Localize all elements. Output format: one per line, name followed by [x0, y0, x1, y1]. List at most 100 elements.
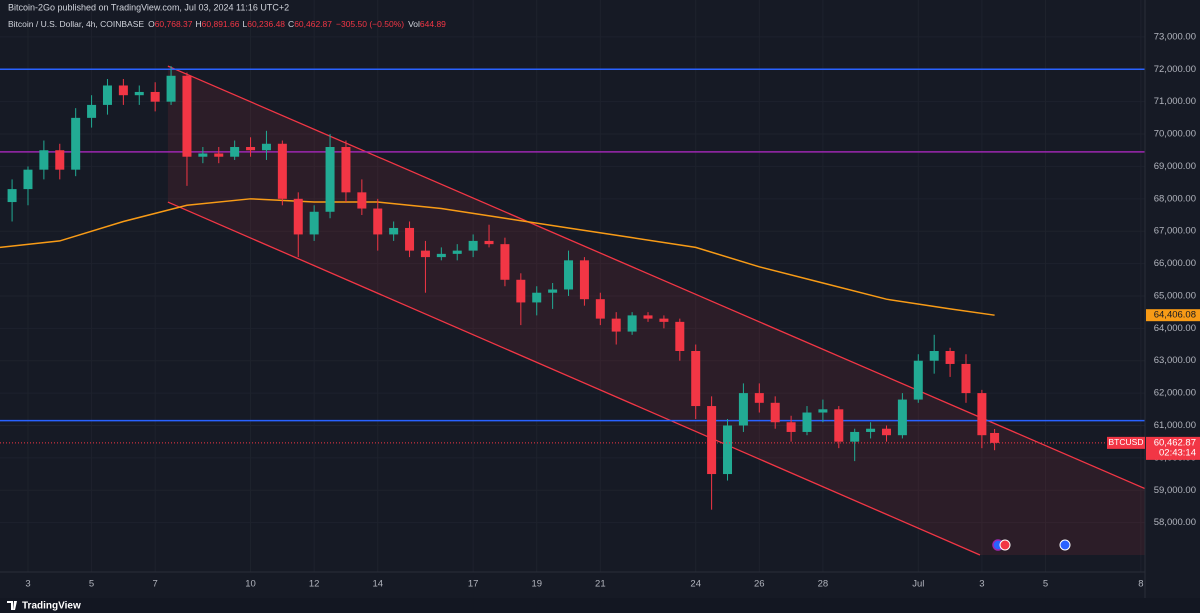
plot-area [0, 65, 1146, 556]
y-tick-label: 73,000.00 [1154, 31, 1196, 42]
candle-body [277, 143, 287, 199]
last-price-label: 60,462.87 [1154, 437, 1196, 448]
symbol-legend: Bitcoin / U.S. Dollar, 4h, COINBASE O60,7… [8, 19, 446, 29]
o-label: O [148, 19, 155, 29]
c-value: 60,462.87 [294, 19, 332, 29]
y-tick-label: 72,000.00 [1154, 64, 1196, 75]
candle-body [913, 360, 923, 400]
candle-body [468, 240, 478, 251]
candle-body [770, 402, 780, 423]
ma-value-label: 64,406.08 [1154, 310, 1196, 321]
x-tick-label: 24 [690, 579, 701, 590]
candle-body [214, 153, 224, 157]
candle-body [325, 147, 335, 212]
candle-body [166, 75, 176, 102]
o-value: 60,768.37 [155, 19, 193, 29]
y-tick-label: 58,000.00 [1154, 517, 1196, 528]
x-tick-label: 5 [1043, 579, 1048, 590]
x-tick-label: 26 [754, 579, 765, 590]
candle-body [373, 208, 383, 235]
x-tick-label: 12 [309, 579, 320, 590]
candle-body [850, 431, 860, 442]
x-tick-label: 10 [245, 579, 256, 590]
candle-body [897, 399, 907, 436]
event-icon[interactable] [999, 539, 1011, 551]
l-label: L [242, 19, 247, 29]
y-tick-label: 66,000.00 [1154, 258, 1196, 269]
vol-label: Vol [408, 19, 420, 29]
candle-body [23, 169, 33, 190]
y-tick-label: 65,000.00 [1154, 290, 1196, 301]
candle-body [182, 75, 192, 157]
candle-body [55, 150, 65, 170]
published-line: Bitcoin-2Go published on TradingView.com… [8, 2, 289, 12]
candle-body [738, 393, 748, 426]
candle-body [71, 117, 81, 170]
candle-body [436, 253, 446, 258]
x-tick-label: 3 [25, 579, 30, 590]
x-tick-label: 28 [818, 579, 829, 590]
candle-body [834, 409, 844, 442]
candle-body [7, 189, 17, 203]
candle-body [150, 91, 160, 102]
brand-logo[interactable] [7, 601, 17, 610]
event-icon[interactable] [1059, 539, 1071, 551]
candle-body [961, 363, 971, 394]
candle-body [754, 393, 764, 403]
candle-body [230, 147, 240, 157]
vol-value: 644.89 [420, 19, 446, 29]
y-tick-label: 69,000.00 [1154, 161, 1196, 172]
ma-label-box [1146, 309, 1200, 322]
x-tick-label: 17 [468, 579, 479, 590]
candle-body [357, 192, 367, 209]
l-value: 60,236.48 [247, 19, 285, 29]
x-tick-label: 19 [531, 579, 542, 590]
candle-body [39, 150, 49, 170]
candle-body [389, 227, 399, 235]
price-label-box [1146, 436, 1200, 460]
y-tick-label: 68,000.00 [1154, 193, 1196, 204]
candle-body [484, 240, 494, 245]
brand-name[interactable]: TradingView [22, 601, 81, 612]
candle-body [627, 315, 637, 332]
channel-line [167, 201, 981, 556]
candle-body [341, 147, 351, 193]
candle-body [990, 432, 1000, 443]
x-tick-label: 7 [153, 579, 158, 590]
candle-body [309, 211, 319, 235]
candle-body [516, 279, 526, 303]
candle-body [293, 198, 303, 235]
candle-body [261, 143, 271, 151]
candle-body [134, 91, 144, 96]
candle-body [118, 85, 128, 96]
change: −305.50 (−0.50%) [336, 19, 404, 29]
candle-body [691, 351, 701, 407]
y-tick-label: 59,000.00 [1154, 485, 1196, 496]
y-tick-label: 63,000.00 [1154, 355, 1196, 366]
y-tick-label: 70,000.00 [1154, 129, 1196, 140]
candle-body [405, 227, 415, 251]
candle-body [500, 244, 510, 280]
candle-body [198, 153, 208, 157]
candle-body [452, 250, 462, 254]
candle-body [595, 299, 605, 319]
symbol-tag [1107, 436, 1145, 449]
candle-body [87, 104, 97, 118]
candle-body [579, 260, 589, 300]
y-tick-label: 62,000.00 [1154, 388, 1196, 399]
event-icons[interactable] [992, 539, 1071, 551]
candle-body [643, 315, 653, 319]
candle-body [675, 321, 685, 352]
candle-body [564, 260, 574, 290]
h-value: 60,891.66 [202, 19, 240, 29]
candle-body [977, 393, 987, 436]
candle-body [102, 85, 112, 105]
candle-body [866, 428, 876, 432]
x-tick-label: 8 [1138, 579, 1143, 590]
footer-bar [0, 598, 1200, 613]
candle-body [802, 412, 812, 432]
candle-body [818, 409, 828, 413]
candle-body [611, 318, 621, 332]
y-tick-label: 61,000.00 [1154, 420, 1196, 431]
candle-body [786, 422, 796, 432]
